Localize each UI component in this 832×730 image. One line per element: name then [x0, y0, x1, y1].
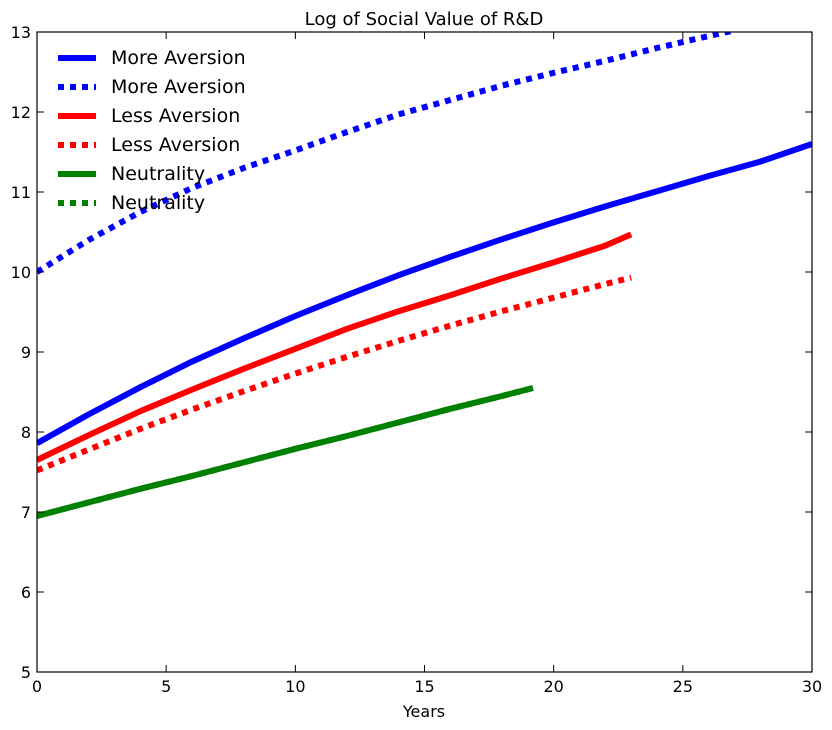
x-tick-label: 30: [802, 677, 822, 696]
y-tick-label: 13: [11, 23, 31, 42]
x-tick-label: 15: [414, 677, 434, 696]
legend-entry-4: Less Aversion: [111, 134, 240, 156]
x-axis-label: Years: [402, 702, 445, 721]
legend-entry-3: Less Aversion: [111, 105, 240, 127]
legend-entry-5: Neutrality: [111, 163, 205, 185]
series-line-1-solid: [37, 141, 812, 446]
y-tick-label: 8: [21, 423, 31, 442]
series-line-3-solid: [37, 231, 633, 463]
x-tick-label: 25: [673, 677, 693, 696]
legend-entry-2: More Aversion: [111, 76, 246, 98]
y-tick-label: 5: [21, 663, 31, 682]
y-tick-label: 11: [11, 183, 31, 202]
y-tick-label: 6: [21, 583, 31, 602]
plot-background: [37, 32, 812, 672]
legend: More Aversion More Aversion Less Aversion L…: [58, 47, 246, 214]
x-tick-label: 20: [543, 677, 563, 696]
chart-title: Log of Social Value of R&D: [305, 9, 544, 30]
legend-entry-1: More Aversion: [111, 47, 246, 69]
x-tick-label: 0: [32, 677, 42, 696]
y-tick-label: 9: [21, 343, 31, 362]
series-layer: [37, 32, 812, 519]
y-tick-label: 7: [21, 503, 31, 522]
legend-entry-6: Neutrality: [111, 192, 205, 214]
series-line-4-dotted: [37, 274, 632, 474]
y-tick-label: 10: [11, 263, 31, 282]
x-tick-label: 5: [161, 677, 171, 696]
plot-area: [37, 32, 812, 672]
y-tick-label: 12: [11, 103, 31, 122]
x-tick-label: 10: [285, 677, 305, 696]
series-line-6-dotted: [37, 385, 534, 519]
